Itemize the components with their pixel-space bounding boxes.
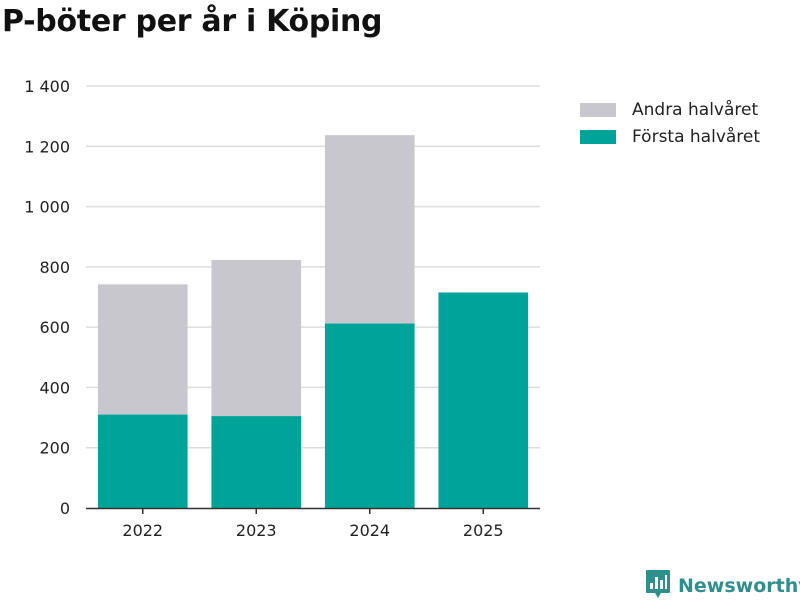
newsworthy-logo-icon: [644, 568, 672, 604]
bar-2025-forsta-halvaret: [438, 292, 529, 508]
legend-label-first-half: Första halvåret: [632, 126, 761, 147]
bar-2024-forsta-halvaret: [324, 323, 415, 508]
bars: [97, 135, 529, 508]
bar-2023-forsta-halvaret: [211, 416, 302, 508]
legend-swatch-first-half: [580, 129, 616, 144]
x-tick-label-2023: 2023: [236, 521, 277, 540]
legend-label-second-half: Andra halvåret: [632, 99, 759, 120]
x-axis-ticks: 2022 2023 2024 2025: [122, 508, 504, 540]
y-tick-label-200: 200: [39, 439, 70, 458]
legend-swatch-second-half: [580, 102, 616, 117]
x-tick-label-2022: 2022: [122, 521, 163, 540]
legend: Andra halvåret Första halvåret: [580, 96, 760, 150]
y-tick-label-0: 0: [60, 499, 70, 518]
legend-item-second-half: Andra halvåret: [580, 96, 760, 123]
y-axis-ticks: 0 200 400 600 800 1 000 1 200 1 400: [24, 77, 70, 518]
brand-logo: Newsworthy: [644, 568, 800, 604]
legend-item-first-half: Första halvåret: [580, 123, 760, 150]
y-tick-label-1200: 1 200: [24, 137, 70, 156]
y-tick-label-600: 600: [39, 318, 70, 337]
x-tick-label-2024: 2024: [349, 521, 390, 540]
bar-2023-andra-halvaret: [211, 259, 302, 417]
y-tick-label-1400: 1 400: [24, 77, 70, 96]
chart-title: P-böter per år i Köping: [2, 4, 383, 39]
y-tick-label-1000: 1 000: [24, 198, 70, 217]
x-tick-label-2025: 2025: [463, 521, 504, 540]
bar-2022-andra-halvaret: [97, 284, 188, 415]
y-tick-label-800: 800: [39, 258, 70, 277]
bar-2024-andra-halvaret: [324, 135, 415, 324]
brand-name: Newsworthy: [678, 575, 800, 597]
bar-2022-forsta-halvaret: [97, 414, 188, 508]
y-tick-label-400: 400: [39, 378, 70, 397]
